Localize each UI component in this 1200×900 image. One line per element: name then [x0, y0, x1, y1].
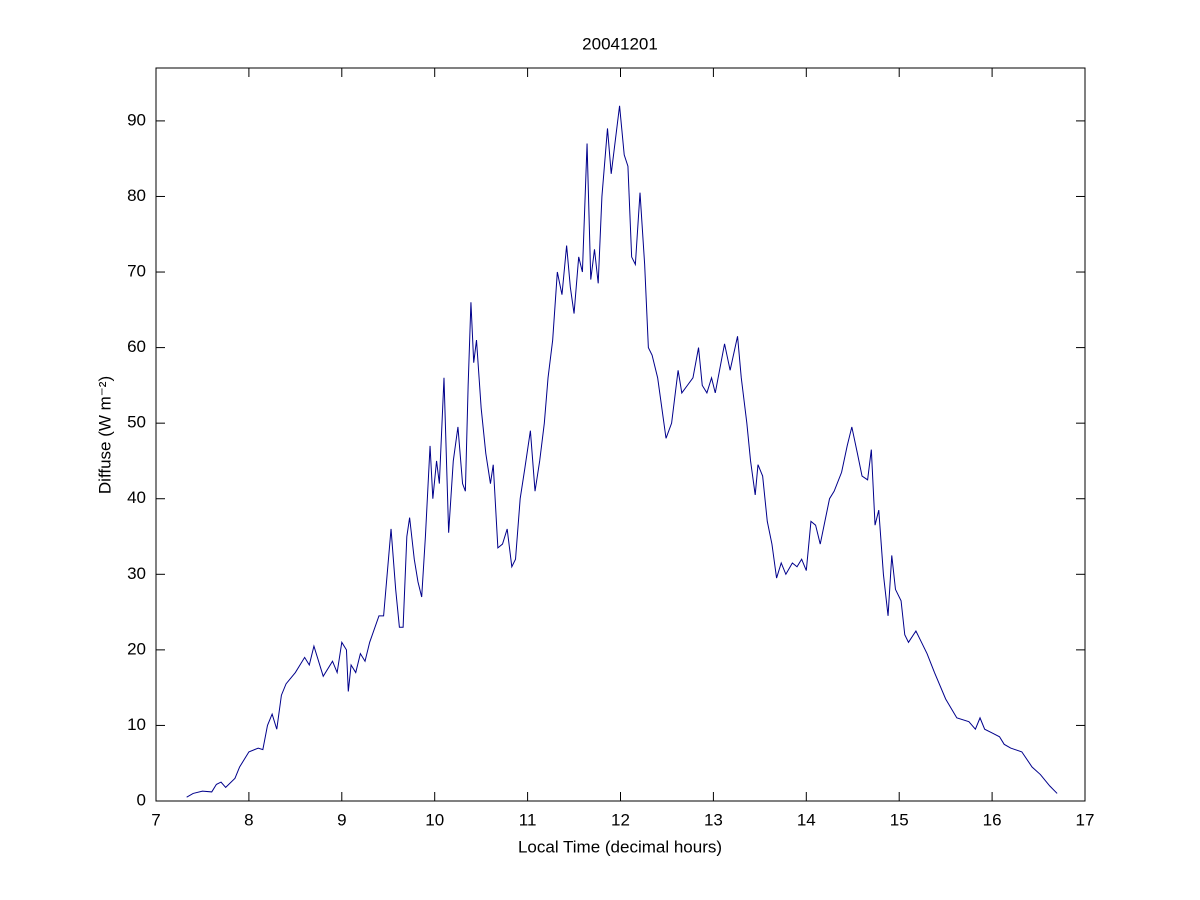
chart-title: 20041201	[582, 34, 658, 53]
x-tick-label: 7	[151, 810, 160, 829]
x-tick-label: 16	[983, 810, 1002, 829]
y-tick-label: 90	[127, 110, 146, 129]
y-tick-label: 40	[127, 488, 146, 507]
y-tick-label: 70	[127, 262, 146, 281]
x-tick-label: 8	[244, 810, 253, 829]
y-tick-label: 30	[127, 564, 146, 583]
x-tick-label: 9	[337, 810, 346, 829]
x-tick-label: 13	[704, 810, 723, 829]
y-tick-label: 80	[127, 186, 146, 205]
y-tick-label: 0	[137, 790, 146, 809]
x-tick-label: 15	[890, 810, 909, 829]
x-tick-label: 11	[519, 810, 537, 829]
x-axis-label: Local Time (decimal hours)	[518, 837, 722, 856]
y-tick-label: 10	[127, 715, 146, 734]
y-axis-label: Diffuse (W m⁻²)	[95, 376, 114, 494]
data-line	[186, 105, 1058, 798]
x-tick-label: 10	[425, 810, 444, 829]
y-tick-label: 50	[127, 413, 146, 432]
x-tick-label: 14	[797, 810, 816, 829]
y-tick-label: 20	[127, 639, 146, 658]
x-tick-label: 12	[611, 810, 630, 829]
x-tick-label: 17	[1076, 810, 1095, 829]
y-tick-label: 60	[127, 337, 146, 356]
